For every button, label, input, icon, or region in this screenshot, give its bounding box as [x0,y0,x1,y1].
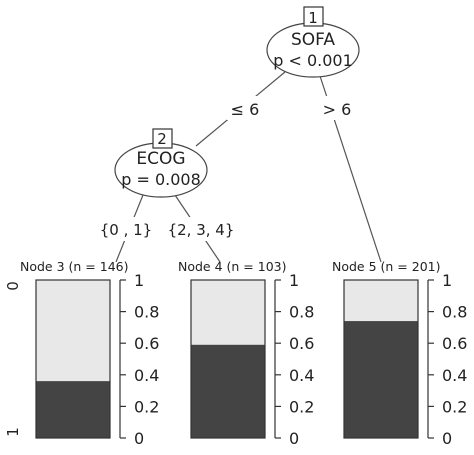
bar-segment-light [36,280,110,382]
node-variable-text: SOFA [291,30,335,50]
bar-frame [343,279,419,439]
inner-node-sofa: 1 SOFA p < 0.001 [266,6,360,78]
node-variable-text: ECOG [136,149,185,169]
node-id-box [152,128,173,149]
node-pvalue-text: p = 0.008 [121,170,201,189]
category-label-top: 0 [4,281,22,291]
edge-label-sofa-low: ≤ 6 [227,96,263,120]
axis-tick-label: 0.8 [289,303,314,322]
bar-segment-light [191,280,265,345]
terminal-node-label-5: Node 5 (n = 201) [332,259,440,274]
axis-tick-label: 0.8 [134,303,159,322]
edge-label-text: {2, 3, 4} [168,221,235,239]
node-id-text: 2 [157,130,167,148]
edge-label-ecog-high: {2, 3, 4} [168,217,235,241]
category-label-bottom: 1 [4,427,22,437]
axis-tick-label: 0 [289,429,299,448]
axis-tick-label: 0 [442,429,452,448]
edge-label-ecog-low: {0 , 1} [100,217,152,241]
node-id-text: 1 [308,9,318,27]
bar-segment-dark [36,381,110,438]
terminal-node-label-4: Node 4 (n = 103) [178,259,286,274]
bar-segment-dark [344,321,418,438]
axis-tick-label: 0.2 [289,397,314,416]
edge-label-text: {0 , 1} [100,221,152,239]
axis-tick-label: 0.6 [289,334,314,353]
axis-tick-label: 0.8 [442,303,467,322]
inner-node-ecog: 2 ECOG p = 0.008 [114,128,208,198]
edge-label-sofa-high: > 6 [317,96,357,120]
axis-tick-label: 0 [134,429,144,448]
axis-tick-label: 1 [442,271,452,290]
axis-tick-label: 1 [134,271,144,290]
bar-segment-light [344,280,418,322]
axis-tick-label: 0.4 [134,366,159,385]
node-pvalue-text: p < 0.001 [273,51,353,70]
axis-tick-label: 1 [289,271,299,290]
bar-frame [35,279,111,439]
edge-label-text: > 6 [323,100,352,119]
node-id-box [303,6,324,27]
axis-tick-label: 0.4 [289,366,314,385]
axis-tick-label: 0.6 [134,334,159,353]
axis-tick-label: 0.2 [134,397,159,416]
axis-tick-label: 0.4 [442,366,467,385]
axis-tick-label: 0.2 [442,397,467,416]
edge-label-text: ≤ 6 [231,100,260,119]
bar-frame [190,279,266,439]
terminal-node-label-3: Node 3 (n = 146) [20,259,128,274]
bar-segment-dark [191,344,265,438]
axis-tick-label: 0.6 [442,334,467,353]
terminal-bar-panels: 0 0.2 0.4 0.6 0.8 1 0 0.2 0.4 0.6 0.8 1 0 0.2 0.4 0.6 0.… [35,271,467,448]
